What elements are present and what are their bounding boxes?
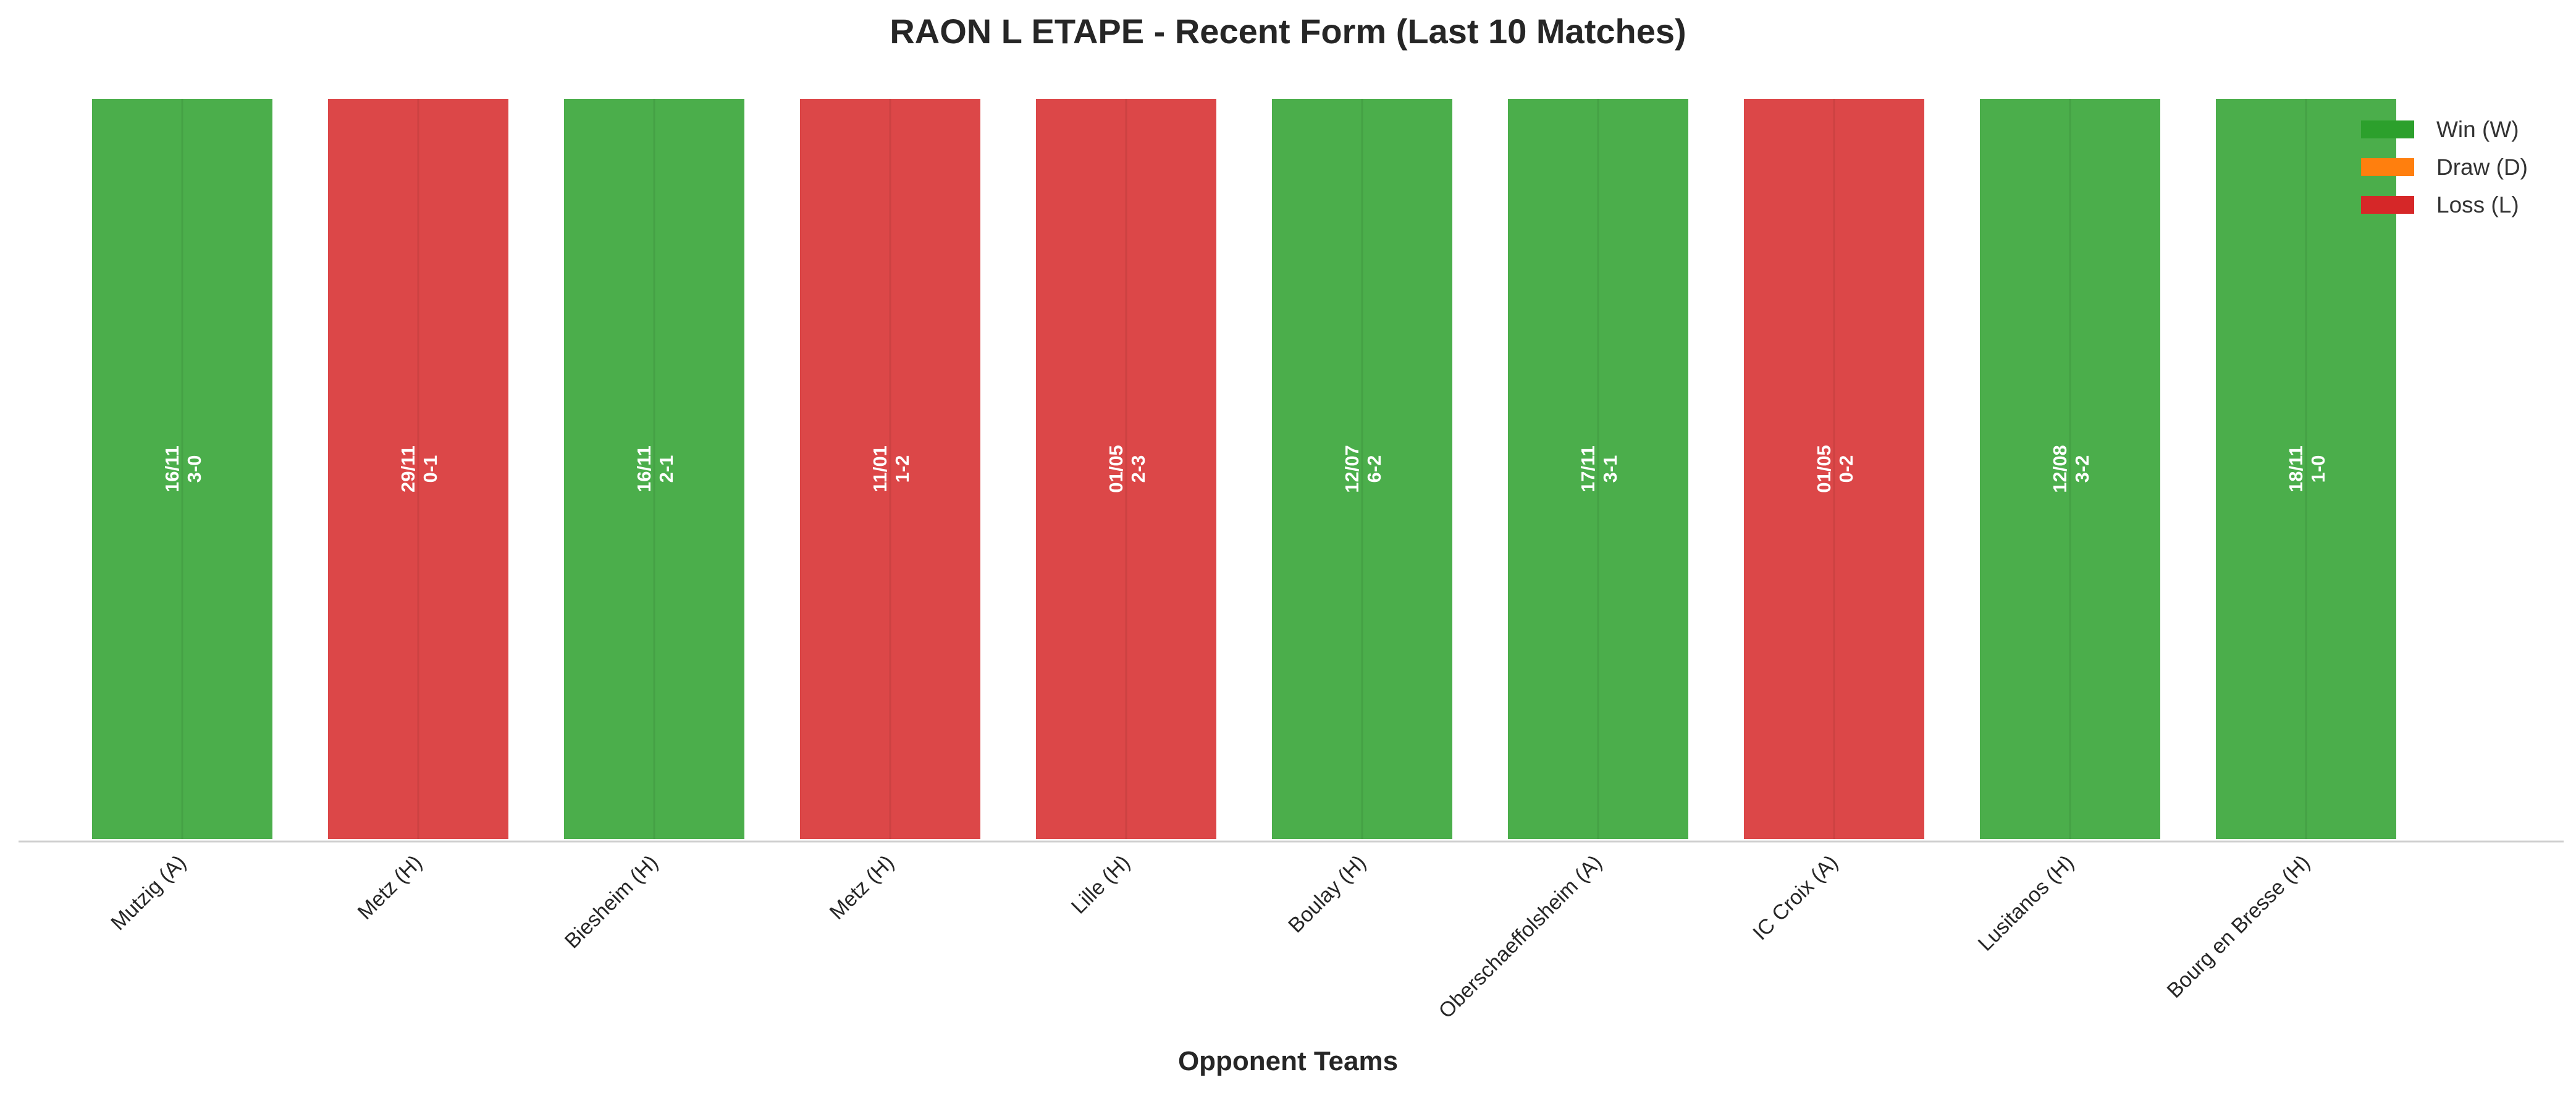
bar-date: 17/11 xyxy=(1577,445,1599,492)
bar-date: 12/08 xyxy=(2049,445,2071,493)
legend-swatch-w xyxy=(2361,120,2414,138)
bar-label-5: 01/052-3 xyxy=(1105,445,1149,493)
bar-date: 12/07 xyxy=(1341,445,1363,493)
bar-9 xyxy=(1977,96,2163,842)
bar-score: 1-0 xyxy=(2307,455,2329,483)
bar-7 xyxy=(1505,96,1691,842)
x-tick-label-6: Boulay (H) xyxy=(1284,851,1370,937)
chart-title: RAON L ETAPE - Recent Form (Last 10 Matc… xyxy=(890,12,1686,51)
x-axis-label: Opponent Teams xyxy=(1178,1046,1398,1076)
bar-score: 3-0 xyxy=(183,455,205,483)
legend-swatch-l xyxy=(2361,196,2414,214)
legend-label-w: Win (W) xyxy=(2436,117,2519,142)
bar-date: 29/11 xyxy=(397,445,419,492)
bar-label-9: 12/083-2 xyxy=(2049,445,2093,493)
bars-group: 16/113-0 29/110-1 16/112-1 11/011-2 01/052-3… xyxy=(90,96,2399,842)
bar-4 xyxy=(798,96,983,842)
legend-label-l: Loss (L) xyxy=(2436,192,2519,217)
x-tick-label-7: Oberschaeffolsheim (A) xyxy=(1434,851,1607,1023)
x-tick-label-2: Metz (H) xyxy=(353,851,427,924)
bar-score: 0-2 xyxy=(1835,455,1857,483)
bar-label-6: 12/076-2 xyxy=(1341,445,1385,493)
bar-5 xyxy=(1033,96,1219,842)
bar-score: 1-2 xyxy=(891,455,913,483)
bar-2 xyxy=(326,96,511,842)
bar-1 xyxy=(90,96,275,842)
x-tick-label-1: Mutzig (A) xyxy=(106,851,190,935)
bar-score: 6-2 xyxy=(1363,455,1385,483)
bar-label-8: 01/050-2 xyxy=(1813,445,1857,493)
bar-date: 11/01 xyxy=(869,445,891,492)
bar-score: 2-1 xyxy=(655,455,677,483)
x-tick-labels: Mutzig (A) Metz (H) Biesheim (H) Metz (H) Li… xyxy=(106,851,2314,1023)
bar-score: 0-1 xyxy=(419,455,441,483)
bar-date: 01/05 xyxy=(1813,445,1835,493)
x-tick-label-5: Lille (H) xyxy=(1067,851,1135,919)
bar-score: 3-2 xyxy=(2071,455,2093,483)
x-tick-label-3: Biesheim (H) xyxy=(560,851,663,953)
bar-date: 01/05 xyxy=(1105,445,1127,493)
bar-label-2: 29/110-1 xyxy=(397,445,441,492)
bar-label-10: 18/111-0 xyxy=(2285,445,2329,492)
bar-label-3: 16/112-1 xyxy=(633,445,677,492)
bar-score: 3-1 xyxy=(1599,455,1621,483)
bar-date: 16/11 xyxy=(161,445,183,492)
bar-date: 18/11 xyxy=(2285,445,2307,492)
legend-label-d: Draw (D) xyxy=(2436,154,2528,180)
bar-8 xyxy=(1741,96,1927,842)
bar-label-7: 17/113-1 xyxy=(1577,445,1621,492)
legend-swatch-d xyxy=(2361,158,2414,176)
bar-6 xyxy=(1269,96,1455,842)
bar-label-1: 16/113-0 xyxy=(161,445,205,492)
x-tick-label-9: Lusitanos (H) xyxy=(1974,851,2079,956)
bar-label-4: 11/011-2 xyxy=(869,445,913,492)
legend: Win (W) Draw (D) Loss (L) xyxy=(2361,117,2528,217)
bar-10 xyxy=(2213,96,2399,842)
bar-date: 16/11 xyxy=(633,445,655,492)
x-tick-label-8: IC Croix (A) xyxy=(1748,851,1842,945)
x-tick-label-10: Bourg en Bresse (H) xyxy=(2163,851,2315,1003)
bar-3 xyxy=(562,96,747,842)
bar-score: 2-3 xyxy=(1127,455,1149,483)
x-tick-label-4: Metz (H) xyxy=(825,851,899,924)
